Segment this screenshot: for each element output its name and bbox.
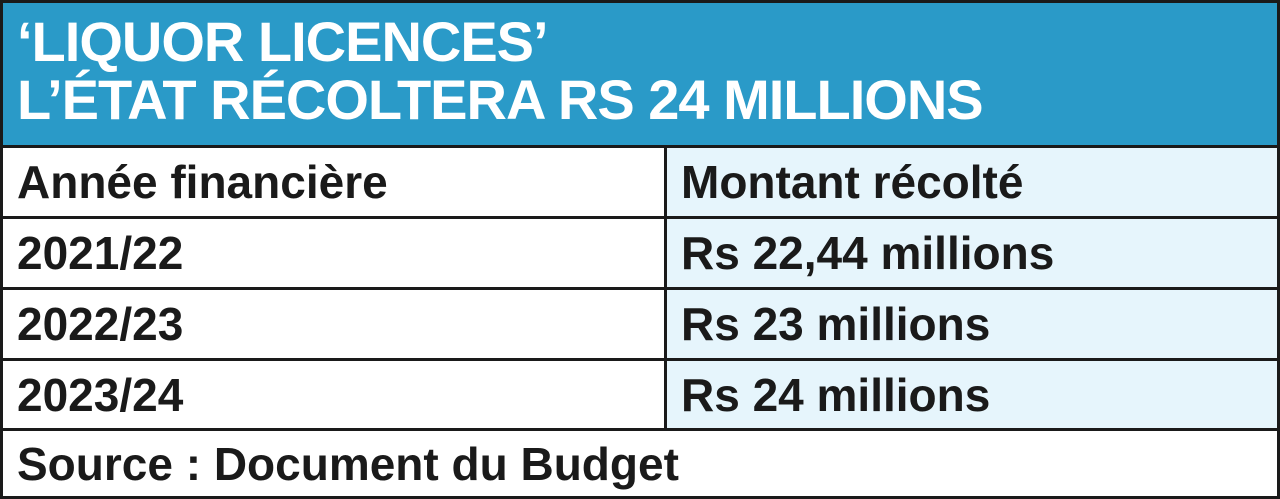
source-note: Source : Document du Budget [17, 437, 679, 490]
amount-cell: Rs 23 millions [667, 290, 1277, 358]
table-row: 2021/22 Rs 22,44 millions [3, 219, 1277, 290]
amount-cell: Rs 24 millions [667, 361, 1277, 428]
title-line-2: L’ÉTAT RÉCOLTERA RS 24 MILLIONS [17, 68, 984, 131]
column-header-amount: Montant récolté [667, 148, 1277, 216]
year-cell: 2023/24 [3, 361, 667, 428]
year-cell: 2021/22 [3, 219, 667, 287]
title-line-1: ‘LIQUOR LICENCES’ [17, 10, 549, 73]
table-row: 2022/23 Rs 23 millions [3, 290, 1277, 361]
year-cell: 2022/23 [3, 290, 667, 358]
amount-cell: Rs 22,44 millions [667, 219, 1277, 287]
column-header-year: Année financière [3, 148, 667, 216]
table-row: 2023/24 Rs 24 millions [3, 361, 1277, 431]
header-row: Année financière Montant récolté [3, 148, 1277, 219]
table-title-banner: ‘LIQUOR LICENCES’ L’ÉTAT RÉCOLTERA RS 24… [3, 3, 1277, 148]
